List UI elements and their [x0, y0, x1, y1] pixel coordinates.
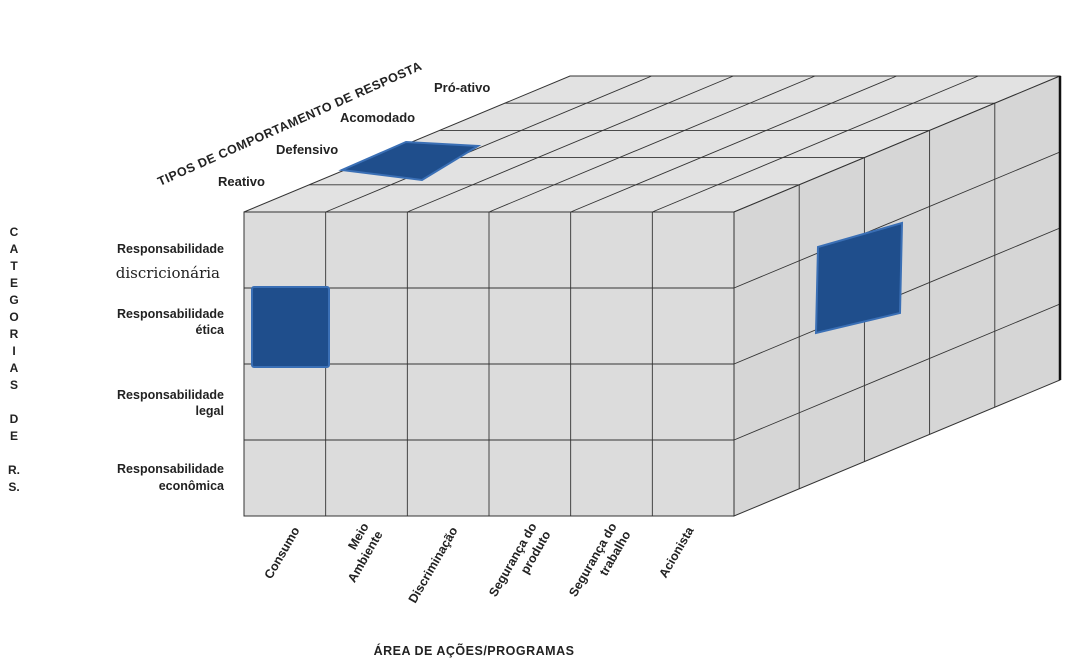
category-label: econômica [159, 479, 225, 493]
category-label: Responsabilidade [117, 307, 224, 321]
svg-text:Discriminação: Discriminação [406, 524, 461, 605]
side-grid [733, 103, 1061, 489]
front-grid [244, 212, 734, 516]
side-grid-line [733, 151, 1061, 289]
top-grid-line [652, 75, 979, 213]
top-grid-line [488, 75, 816, 213]
top-grid-line [407, 75, 734, 213]
category-label: legal [196, 404, 225, 418]
area-label: Segurança do trabalho [566, 520, 633, 599]
svg-text:Acionista: Acionista [656, 524, 697, 581]
tipo-label: Acomodado [340, 110, 415, 125]
category-label: Responsabilidade [117, 462, 224, 476]
left-axis-letter: S [10, 378, 18, 392]
area-label: Meio Ambiente [345, 520, 386, 585]
area-label: Consumo [262, 524, 303, 581]
category-label: ética [196, 323, 226, 337]
left-axis-letter: A [10, 242, 19, 256]
left-axis-letter: E [10, 276, 18, 290]
left-axis-letter: G [9, 293, 18, 307]
top-grid-line [325, 75, 652, 213]
category-label: discricionária [116, 264, 220, 282]
left-axis-letter: D [10, 412, 19, 426]
svg-text:Consumo: Consumo [262, 524, 303, 581]
left-axis-letter: I [12, 344, 15, 358]
side-grid-line [733, 303, 1061, 441]
left-axis-letter: C [10, 225, 19, 239]
left-axis-letter: E [10, 429, 18, 443]
highlight-side-cell [814, 221, 904, 335]
tipo-label: Defensivo [276, 142, 338, 157]
area-label: Discriminação [406, 524, 461, 605]
tipo-label: Pró-ativo [434, 80, 490, 95]
left-axis-letter: O [9, 310, 18, 324]
top-grid-line [570, 75, 897, 213]
left-axis-letter: T [10, 259, 18, 273]
tipo-label: Reativo [218, 174, 265, 189]
category-label: Responsabilidade [117, 388, 224, 402]
category-label: Responsabilidade [117, 242, 224, 256]
left-axis-letter: S. [8, 480, 19, 494]
left-axis-letter: R [10, 327, 19, 341]
highlight-top-cell [338, 140, 482, 182]
left-axis-letter: A [10, 361, 19, 375]
bottom-axis-title: ÁREA DE AÇÕES/PROGRAMAS [374, 643, 575, 658]
area-label: Acionista [656, 524, 697, 581]
area-label: Segurança do produto [486, 520, 553, 599]
left-axis-letter: R. [8, 463, 20, 477]
highlight-front-cell [251, 286, 330, 368]
